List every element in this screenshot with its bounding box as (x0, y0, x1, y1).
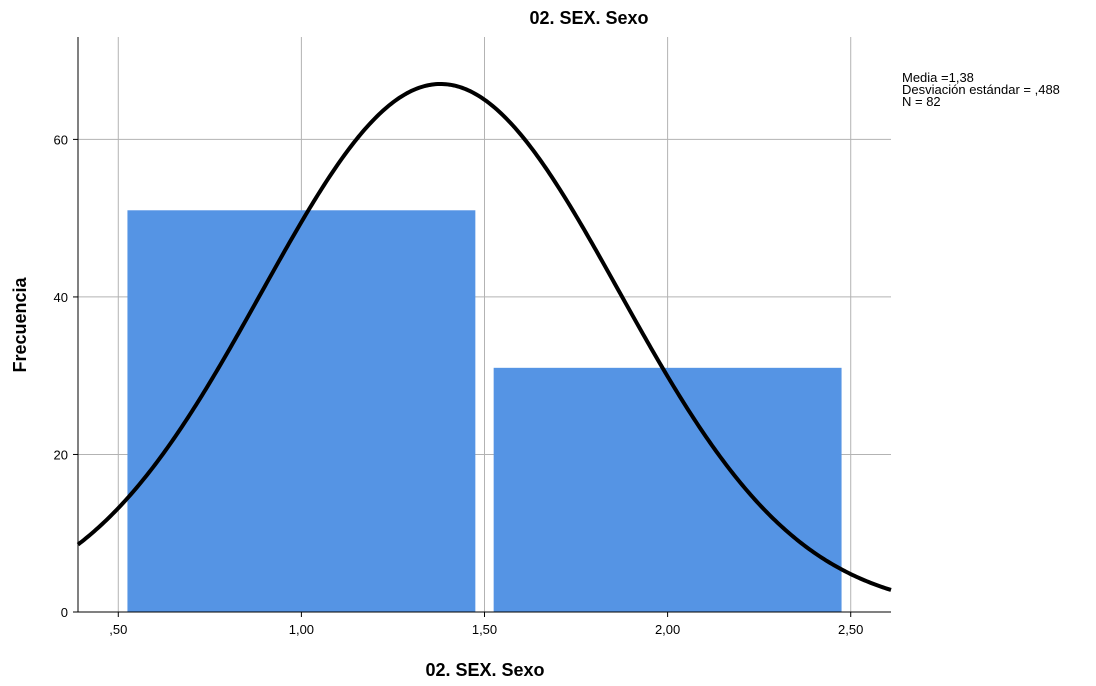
stats-mean: Media =1,38 (902, 70, 974, 85)
y-tick-labels: 0 20 40 60 (54, 132, 78, 620)
x-tick-labels: ,50 1,00 1,50 2,00 2,50 (109, 612, 863, 637)
bar-1 (493, 367, 842, 612)
x-tick-label-2: 1,50 (472, 622, 497, 637)
x-tick-label-1: 1,00 (289, 622, 314, 637)
x-tick-label-4: 2,50 (838, 622, 863, 637)
x-axis-title: 02. SEX. Sexo (425, 660, 544, 680)
y-tick-label-2: 40 (54, 290, 68, 305)
bars (127, 210, 842, 613)
stats-std-dev: Desviación estándar = ,488 (902, 82, 1060, 97)
stats-n: N = 82 (902, 94, 941, 109)
y-tick-label-1: 20 (54, 447, 68, 462)
bar-0 (127, 210, 476, 613)
y-tick-label-0: 0 (61, 605, 68, 620)
y-tick-label-3: 60 (54, 132, 68, 147)
chart-title: 02. SEX. Sexo (529, 8, 648, 28)
stats-box: Media =1,38 Desviación estándar = ,488 N… (902, 70, 1060, 109)
x-tick-label-0: ,50 (109, 622, 127, 637)
normal-curve (76, 81, 892, 592)
y-axis-title: Frecuencia (10, 276, 30, 372)
x-tick-label-3: 2,00 (655, 622, 680, 637)
